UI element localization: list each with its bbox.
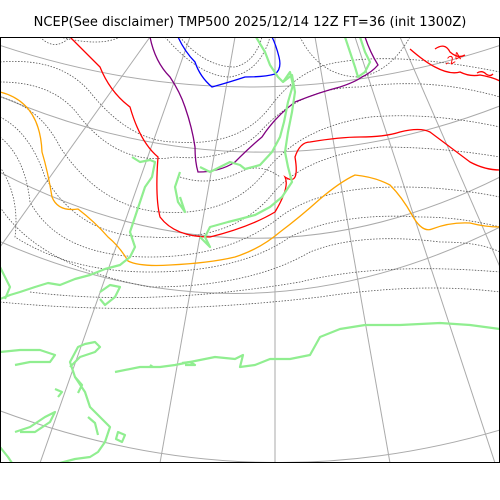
weather-map: -24 [0,37,500,463]
isotherm-orange [0,91,500,267]
coastline [0,37,500,463]
isotherm-red [69,37,500,238]
isotherm-blue [177,37,281,88]
isotherms-dotted [0,37,500,309]
contour-label: -24 [442,49,464,69]
isotherm-purple [149,37,379,173]
graticule-meridians [0,37,500,463]
graticule-latitudes [0,44,500,463]
map-title: NCEP(See disclaimer) TMP500 2025/12/14 1… [33,15,467,30]
